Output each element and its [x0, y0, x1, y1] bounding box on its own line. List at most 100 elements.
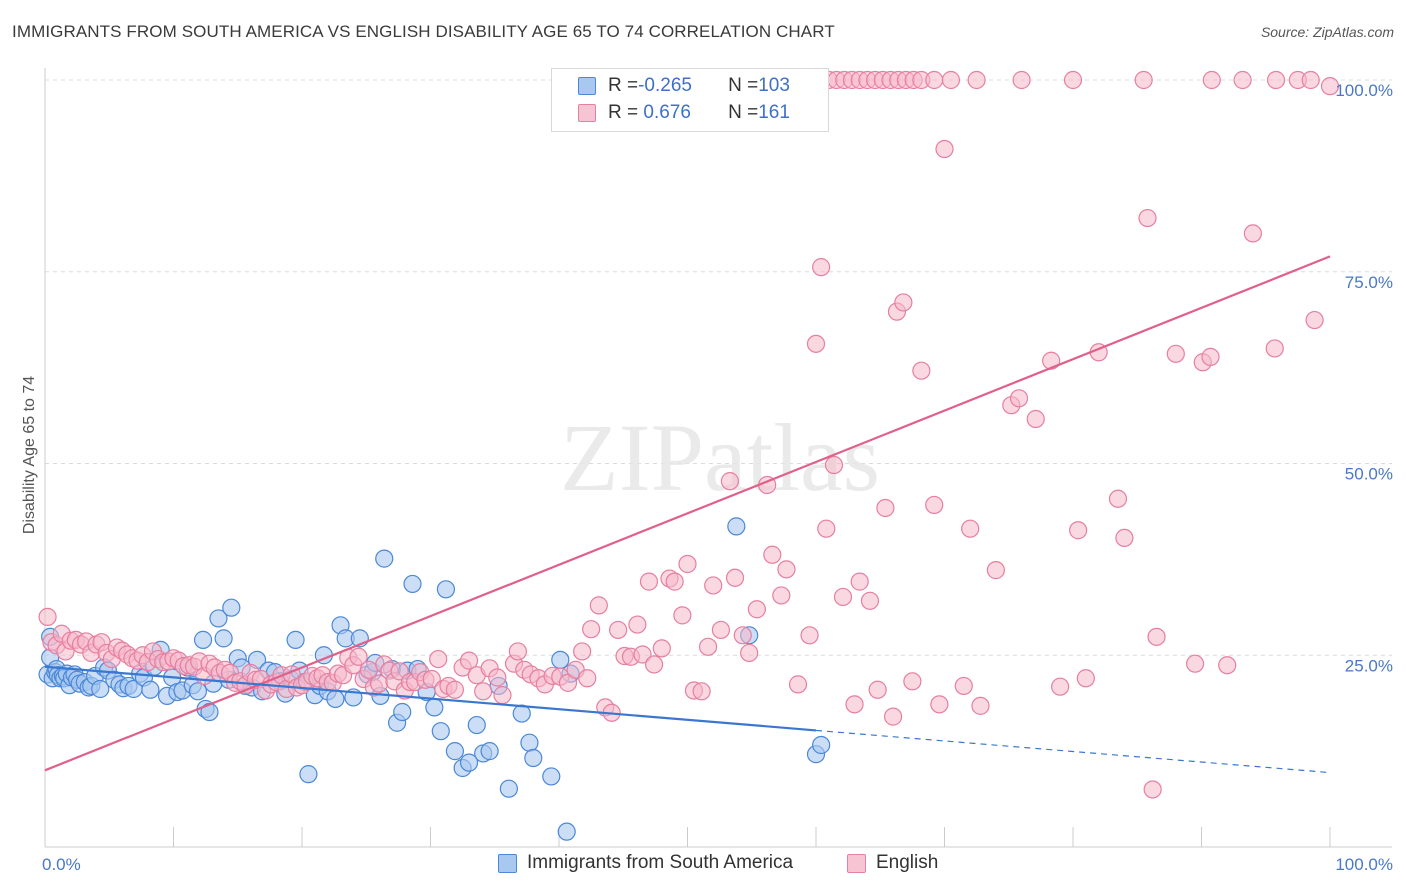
data-point-english: [704, 576, 723, 595]
data-point-english: [1218, 656, 1237, 675]
legend-n-label: N =: [728, 75, 759, 96]
data-point-english: [1069, 521, 1088, 540]
data-point-english: [1266, 70, 1286, 90]
data-point-english: [740, 643, 759, 663]
data-point-immigrants: [431, 722, 450, 741]
data-point-immigrants: [193, 630, 213, 650]
data-point-english: [967, 70, 986, 90]
legend-swatch-pink: [578, 104, 596, 122]
data-point-english: [633, 645, 652, 664]
data-point-english: [806, 334, 826, 353]
data-point-immigrants: [445, 742, 465, 761]
data-point-english: [1042, 351, 1061, 370]
data-point-english: [1166, 344, 1185, 363]
data-point-immigrants: [812, 735, 831, 755]
data-point-english: [817, 519, 836, 538]
data-point-english: [459, 651, 479, 670]
legend-n-label: N =: [728, 102, 759, 123]
legend-label-immigrants: Immigrants from South America: [527, 852, 794, 873]
data-point-english: [1012, 70, 1031, 90]
data-point-english: [971, 696, 990, 715]
tick-labels: 25.0% 50.0% 75.0% 100.0% 0.0% 100.0%: [42, 81, 1393, 874]
data-point-english: [474, 682, 493, 701]
data-point-english: [711, 620, 731, 640]
y-tick-label: 75.0%: [1345, 273, 1393, 292]
legend-r-value: 0.676: [638, 102, 691, 123]
data-point-immigrants: [91, 679, 110, 699]
correlation-legend: R = -0.265 N = 103 R = 0.676 N = 161: [551, 68, 829, 132]
data-point-english: [1026, 409, 1045, 429]
data-point-english: [845, 695, 864, 714]
data-point-immigrants: [209, 609, 228, 628]
legend-swatch-blue: [578, 77, 596, 95]
data-point-english: [1134, 70, 1153, 90]
data-point-english: [38, 607, 57, 627]
y-tick-label: 25.0%: [1345, 656, 1393, 675]
data-point-english: [1233, 70, 1252, 90]
x-tick-label-min: 0.0%: [42, 855, 81, 874]
data-point-immigrants: [299, 765, 318, 784]
data-point-immigrants: [222, 598, 241, 617]
data-point-english: [1143, 780, 1162, 799]
data-point-immigrants: [214, 629, 233, 648]
data-point-immigrants: [425, 698, 444, 717]
y-tick-label: 50.0%: [1345, 465, 1393, 484]
data-point-english: [720, 472, 740, 491]
gridlines: [45, 79, 1392, 656]
data-point-english: [903, 672, 922, 691]
data-point-english: [665, 572, 684, 591]
data-point-english: [508, 642, 527, 661]
legend-row-immigrants: R = -0.265 N = 103: [552, 73, 790, 99]
data-point-english: [824, 455, 844, 475]
data-point-english: [644, 655, 664, 674]
x-tick-label-max: 100.0%: [1335, 855, 1393, 874]
axes: [44, 68, 1392, 848]
data-point-immigrants: [403, 574, 422, 594]
legend-item-immigrants[interactable]: Immigrants from South America: [498, 852, 793, 874]
legend-swatch-blue: [498, 853, 517, 873]
legend-row-english: R = 0.676 N = 161: [552, 100, 790, 126]
data-point-english: [582, 620, 601, 639]
data-point-english: [573, 642, 592, 661]
trend-line-immigrants-extrapolated: [815, 729, 1331, 774]
data-point-english: [986, 561, 1006, 580]
data-point-english: [639, 572, 659, 591]
data-point-english: [1320, 77, 1340, 96]
legend-r-value: -0.265: [638, 75, 692, 96]
data-point-english: [698, 637, 718, 656]
data-point-english: [860, 591, 880, 610]
data-point-english: [1051, 677, 1070, 696]
data-point-english: [1201, 347, 1220, 366]
data-point-english: [349, 647, 368, 666]
legend-item-english[interactable]: English: [847, 852, 938, 874]
source-label: Source: ZipAtlas.com: [1260, 24, 1394, 40]
data-point-english: [1265, 339, 1284, 358]
data-point-immigrants: [557, 822, 576, 841]
data-point-immigrants: [520, 733, 539, 752]
legend-r-label: R =: [608, 102, 639, 123]
data-point-immigrants: [286, 630, 305, 650]
data-point-immigrants: [326, 689, 345, 709]
data-point-immigrants: [467, 715, 486, 735]
data-point-immigrants: [375, 549, 394, 568]
trend-line-immigrants: [44, 665, 817, 732]
data-point-english: [763, 545, 782, 564]
data-point-immigrants: [393, 702, 412, 722]
data-point-english: [1305, 310, 1324, 330]
data-point-english: [800, 626, 819, 645]
data-point-english: [777, 560, 796, 579]
data-point-english: [954, 676, 973, 696]
data-point-english: [422, 669, 441, 689]
data-point-english: [925, 70, 944, 90]
series-legend: Immigrants from South America English: [0, 852, 1406, 878]
data-point-english: [833, 587, 853, 607]
data-point-english: [673, 606, 692, 625]
legend-label-english: English: [876, 852, 939, 873]
data-point-immigrants: [524, 748, 543, 768]
data-point-english: [1108, 489, 1128, 508]
data-point-english: [692, 682, 711, 701]
data-point-immigrants: [436, 580, 456, 599]
legend-n-value: 103: [758, 75, 790, 96]
data-point-immigrants: [141, 680, 160, 699]
chart-title: IMMIGRANTS FROM SOUTH AMERICA VS ENGLISH…: [12, 22, 835, 41]
